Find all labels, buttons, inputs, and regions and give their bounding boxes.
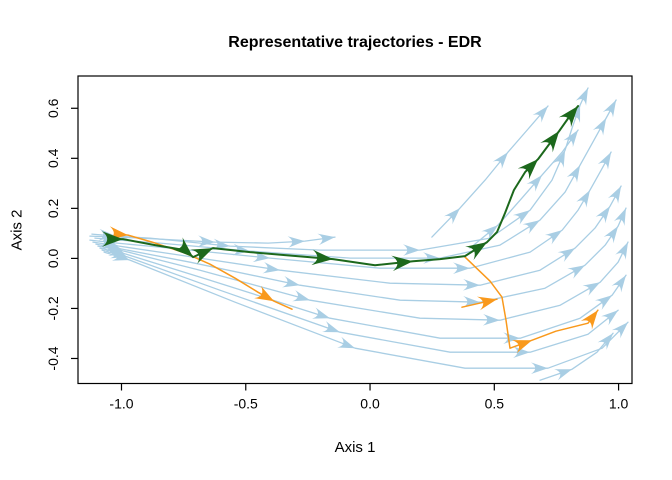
trajectory-blue-3-arrowhead-icon (592, 118, 607, 136)
y-tick-label: 0.2 (45, 198, 61, 218)
trajectory-blue-3-arrowhead-icon (522, 220, 540, 235)
y-tick-label: -0.4 (45, 346, 61, 370)
trajectory-blue-1-arrowhead-icon (317, 233, 335, 246)
trajectory-orange-2 (464, 256, 599, 349)
trajectory-green-arrowhead-icon (465, 242, 488, 260)
trajectory-blue-10-arrowhead-icon (531, 362, 548, 374)
trajectory-blue-5-arrowhead-icon (262, 261, 281, 274)
trajectory-green-arrowhead-icon (558, 106, 579, 128)
x-tick-label: 1.0 (609, 396, 629, 412)
x-tick-label: -1.0 (109, 396, 133, 412)
trajectory-green-arrowhead-icon (311, 249, 333, 266)
trajectory-green-arrowhead-icon (391, 255, 413, 272)
trajectory-blue-6 (95, 207, 627, 303)
trajectory-blue-4-arrowhead-icon (453, 262, 470, 274)
trajectory-blue-4 (89, 151, 612, 269)
trajectory-blue-6-arrowhead-icon (567, 265, 585, 279)
x-axis-label: Axis 1 (334, 439, 376, 456)
trajectory-blue-7-arrowhead-icon (482, 313, 500, 326)
x-tick-label: -0.5 (234, 396, 258, 412)
trajectory-blue-3-arrowhead-icon (566, 165, 581, 183)
x-tick-label: 0.0 (360, 396, 380, 412)
plot-border (77, 75, 633, 385)
trajectory-blue-8-arrowhead-icon (611, 275, 626, 293)
y-tick-label: 0.6 (45, 98, 61, 118)
chart-title: Representative trajectories - EDR (228, 34, 482, 51)
trajectory-orange-1-arrowhead-icon (254, 285, 275, 302)
trajectory-blue-5-arrowhead-icon (557, 248, 576, 263)
trajectory-orange-2-arrowhead-icon (580, 310, 598, 330)
trajectory-blue-8-arrowhead-icon (594, 295, 613, 310)
trajectory-blue-2-arrowhead-icon (575, 88, 588, 106)
trajectory-blue-5 (92, 185, 622, 286)
trajectory-blue-12-arrowhead-icon (444, 208, 460, 225)
trajectory-green-arrowhead-icon (517, 159, 539, 180)
y-tick-label: -0.2 (45, 296, 61, 320)
trajectory-green-arrowhead-icon (190, 248, 213, 264)
trajectory-blue-3 (94, 99, 617, 259)
trajectory-orange-2-arrowhead-icon (511, 340, 533, 354)
trajectory-blue-9-arrowhead-icon (513, 346, 531, 358)
trajectory-blue-3-arrowhead-icon (602, 100, 617, 118)
trajectory-blue-6-arrowhead-icon (613, 208, 626, 226)
trajectory-blue-12-arrowhead-icon (532, 106, 548, 123)
x-tick-label: 0.5 (485, 396, 505, 412)
trajectory-blue-5-arrowhead-icon (595, 206, 611, 224)
trajectory-blue-8 (99, 247, 627, 339)
trajectory-orange-3-arrowhead-icon (476, 296, 497, 311)
trajectory-blue-2-arrowhead-icon (212, 238, 231, 251)
trajectory-green-arrowhead-icon (540, 131, 560, 153)
trajectory-blue-1-arrowhead-icon (197, 235, 215, 247)
trajectory-green-arrowhead-icon (172, 237, 194, 258)
trajectory-blue-4-arrowhead-icon (544, 230, 563, 245)
trajectory-blue-10-arrowhead-icon (111, 249, 130, 261)
trajectory-blue-9-arrowhead-icon (601, 310, 619, 326)
trajectory-blue-7 (97, 241, 629, 321)
trajectory-blue-6-arrowhead-icon (603, 226, 619, 244)
trajectory-blue-10-arrowhead-icon (611, 322, 628, 339)
trajectory-blue-7-arrowhead-icon (292, 290, 311, 302)
trajectory-blue-2-arrowhead-icon (512, 210, 531, 225)
trajectory-blue-8-arrowhead-icon (312, 307, 330, 319)
trajectory-blue-4-arrowhead-icon (597, 152, 612, 170)
trajectory-blue-13-arrowhead-icon (481, 225, 498, 241)
trajectory-green-arrowhead-icon (102, 231, 123, 247)
trajectory-blue-2-arrowhead-icon (552, 150, 566, 168)
trajectory-blue-13-arrowhead-icon (563, 130, 579, 148)
trajectory-blue-9-arrowhead-icon (322, 321, 340, 333)
trajectory-blue-2 (91, 87, 589, 251)
trajectory-blue-3-arrowhead-icon (232, 243, 250, 256)
trajectory-blue-6-arrowhead-icon (462, 295, 481, 308)
trajectory-blue-1-arrowhead-icon (287, 236, 305, 248)
trajectory-blue-10 (103, 251, 629, 369)
trajectory-blue-11-arrowhead-icon (554, 369, 573, 381)
trajectory-blue-6-arrowhead-icon (282, 276, 300, 288)
trajectory-blue-7-arrowhead-icon (582, 282, 601, 296)
y-tick-label: 0.4 (45, 148, 61, 168)
trajectory-blue-4-arrowhead-icon (576, 190, 590, 208)
y-tick-label: 0.0 (45, 248, 61, 268)
trajectory-blue-12-arrowhead-icon (492, 152, 508, 169)
trajectory-blue-2-arrowhead-icon (403, 244, 420, 256)
trajectory-blue-9 (101, 249, 619, 353)
trajectory-blue-11-arrowhead-icon (597, 333, 614, 350)
trajectory-blue-7-arrowhead-icon (615, 242, 628, 260)
trajectory-blue-13-arrowhead-icon (526, 175, 542, 192)
trajectory-blue-5-arrowhead-icon (607, 186, 622, 204)
trajectory-blue-10-arrowhead-icon (337, 336, 356, 349)
trajectory-blue-5-arrowhead-icon (462, 279, 481, 291)
